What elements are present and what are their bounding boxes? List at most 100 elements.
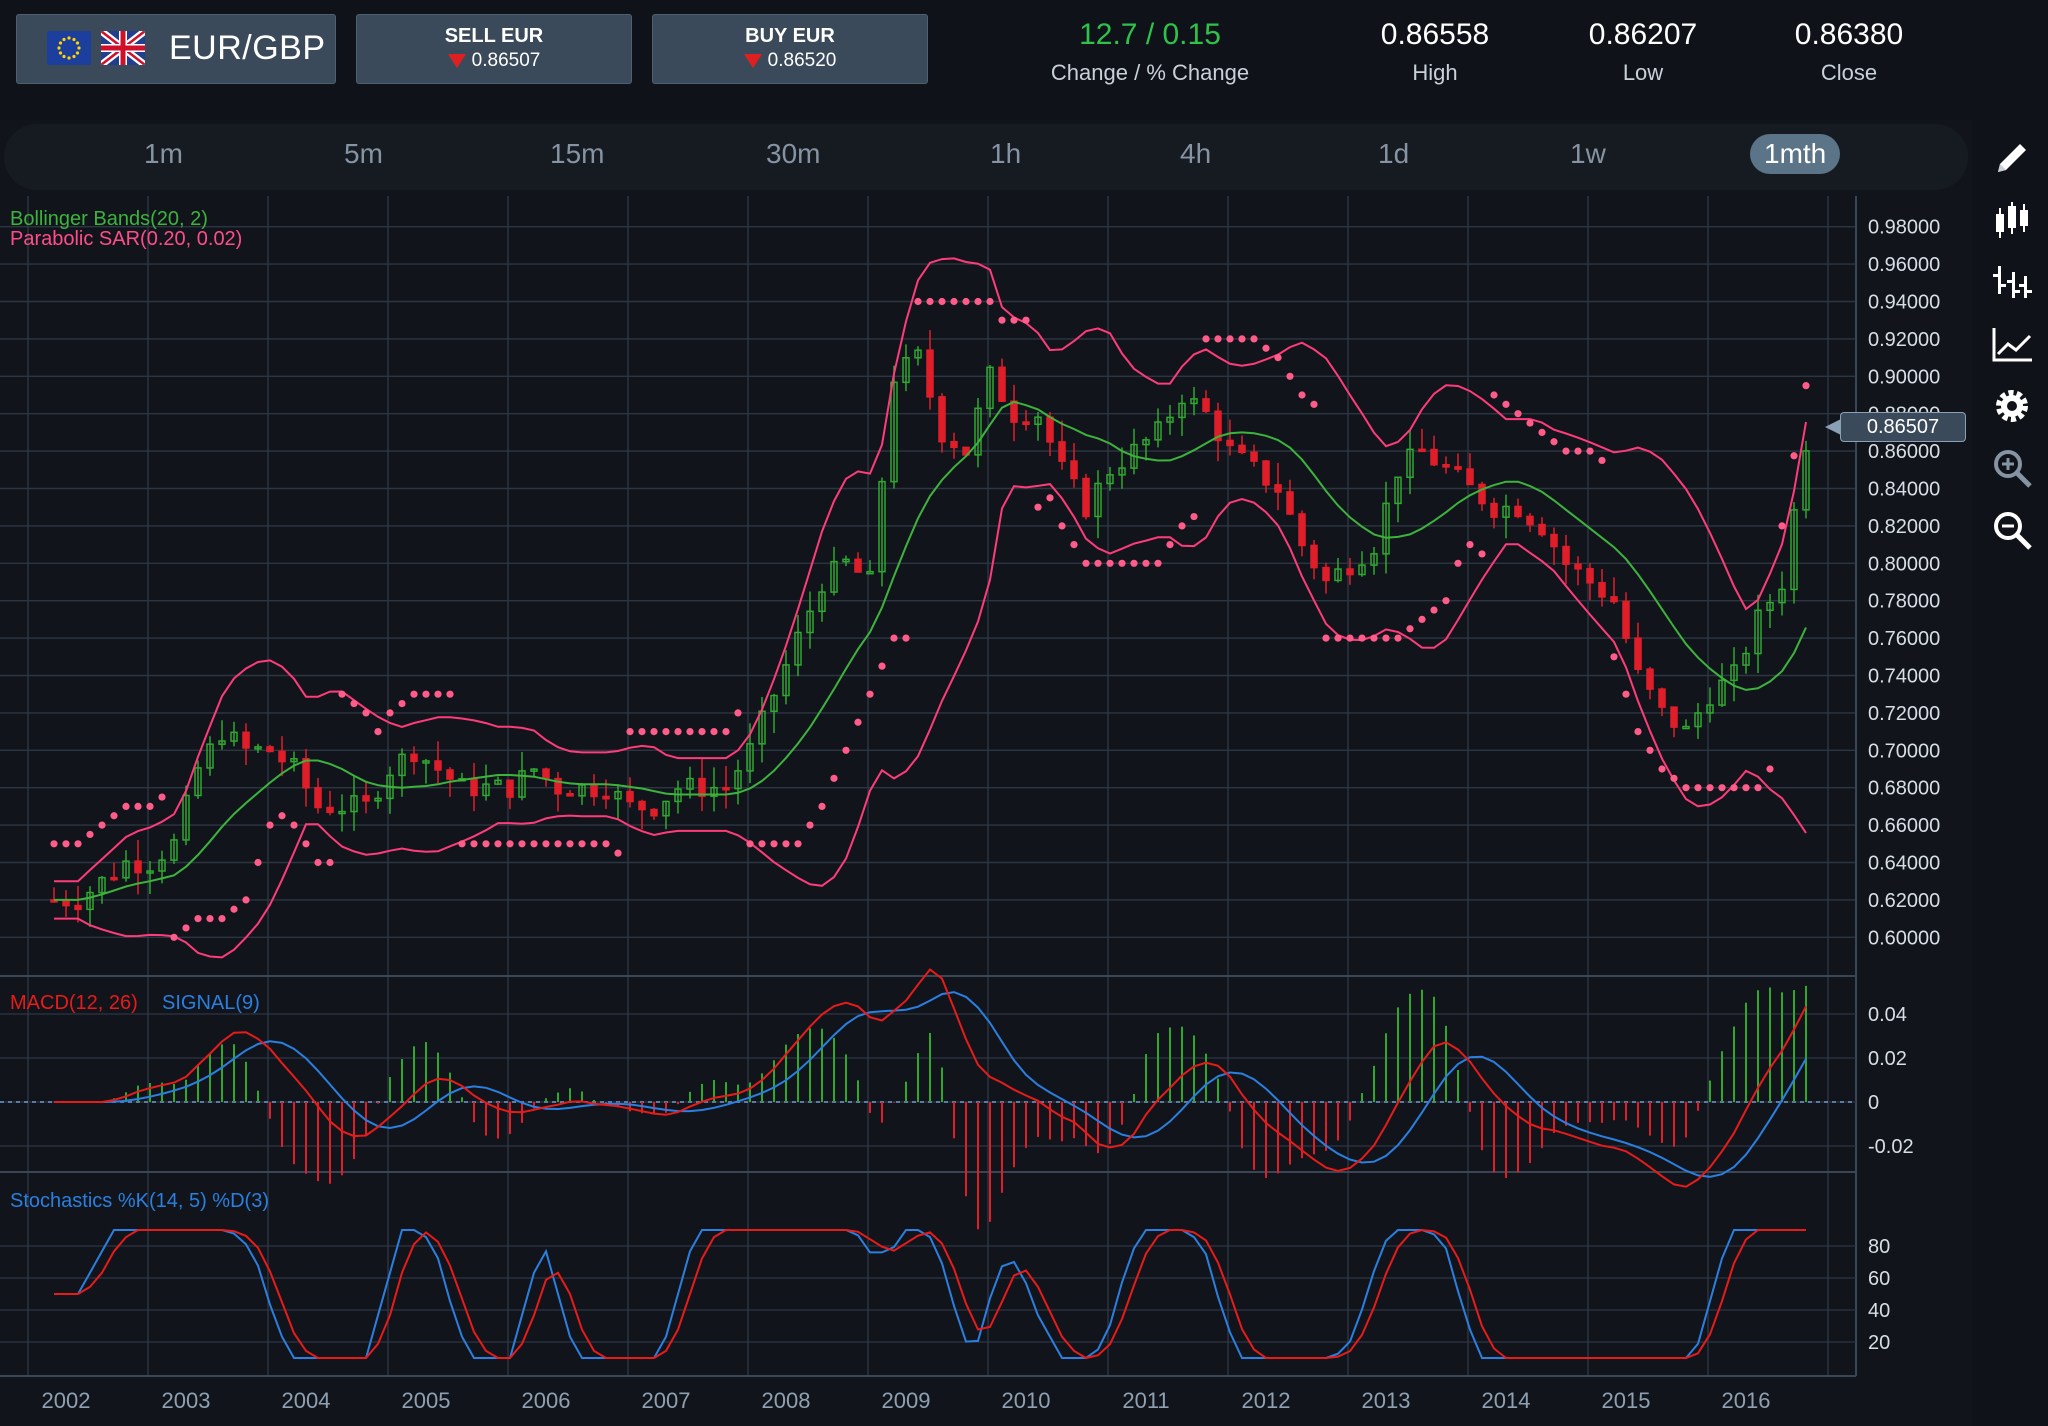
candle [770, 694, 778, 713]
candle [1358, 564, 1366, 576]
sar-dot [518, 840, 526, 848]
sar-dot [1562, 447, 1570, 455]
sar-dot [62, 840, 70, 848]
candle [110, 876, 118, 881]
candle [734, 770, 742, 790]
sar-dot [734, 709, 742, 717]
sar-dot [206, 915, 214, 923]
sar-dot [710, 728, 718, 736]
candle [1742, 652, 1750, 666]
candle [1082, 477, 1090, 518]
pencil-icon[interactable] [1990, 136, 2034, 180]
zoom-in-icon[interactable] [1990, 446, 2034, 490]
timeframe-1d[interactable]: 1d [1378, 138, 1410, 169]
gear-icon[interactable] [1990, 384, 2034, 428]
candle [62, 899, 70, 907]
timeframe-1mth[interactable]: 1mth [1750, 134, 1841, 174]
sar-dot [1154, 559, 1162, 567]
candle [710, 786, 718, 797]
sar-dot [374, 728, 382, 736]
sar-dot [1118, 559, 1126, 567]
year-axis-label: 2005 [402, 1388, 451, 1413]
year-axis-label: 2003 [162, 1388, 211, 1413]
sar-dot [1346, 634, 1354, 642]
candle [1214, 410, 1222, 442]
candle [158, 859, 166, 872]
buy-button[interactable]: BUY EUR 0.86520 [652, 14, 928, 84]
sar-dot [1166, 541, 1174, 549]
sar-dot [542, 840, 550, 848]
sell-price: 0.86507 [471, 50, 541, 71]
candle [974, 407, 982, 456]
candle [1298, 513, 1306, 547]
timeframe-4h[interactable]: 4h [1180, 138, 1212, 169]
candle [1118, 467, 1126, 476]
candle [1238, 444, 1246, 454]
sar-dot [878, 662, 886, 670]
sar-dot [422, 690, 430, 698]
price-axis-label: 0.74000 [1868, 666, 1940, 688]
price-axis-label: 0.84000 [1868, 479, 1940, 501]
sar-dot [638, 728, 646, 736]
price-axis-label: 0.94000 [1868, 292, 1940, 314]
sar-dot [1802, 382, 1810, 390]
zoom-out-icon[interactable] [1990, 508, 2034, 552]
candle [914, 349, 922, 359]
bar-chart-icon[interactable] [1990, 260, 2034, 304]
candle [350, 795, 358, 813]
candle [1718, 679, 1726, 706]
sar-dot [446, 690, 454, 698]
line-chart-icon[interactable] [1990, 322, 2034, 366]
sar-dot [1322, 634, 1330, 642]
timeframe-1m[interactable]: 1m [144, 138, 183, 169]
sar-dot [554, 840, 562, 848]
candle [1406, 448, 1414, 479]
price-chart[interactable]: 0.980000.960000.940000.920000.900000.880… [0, 196, 1968, 1426]
change-label: Change / % Change [1050, 60, 1250, 85]
timeframe-30m[interactable]: 30m [766, 138, 821, 169]
sar-dot [746, 840, 754, 848]
sar-dot [1298, 391, 1306, 399]
timeframe-1w[interactable]: 1w [1570, 138, 1606, 169]
candle [926, 349, 934, 398]
candle [1730, 664, 1738, 682]
candle [494, 779, 502, 785]
candle [278, 750, 286, 763]
sar-dot [494, 840, 502, 848]
candle [794, 631, 802, 666]
candle [1646, 668, 1654, 690]
candle [1574, 563, 1582, 570]
sar-dot [98, 821, 106, 829]
sar-dot [146, 802, 154, 811]
sell-button[interactable]: SELL EUR 0.86507 [356, 14, 632, 84]
timeframe-1h[interactable]: 1h [990, 138, 1022, 169]
sell-label: SELL EUR [444, 25, 544, 47]
low-value: 0.86207 [1588, 18, 1698, 51]
sar-dot [1310, 400, 1318, 408]
sar-dot [974, 297, 982, 306]
year-axis-label: 2014 [1482, 1388, 1531, 1413]
candle [1454, 466, 1462, 470]
sar-dot [1454, 559, 1462, 567]
price-axis-label: 0.80000 [1868, 553, 1940, 575]
high-value: 0.86558 [1380, 18, 1490, 51]
sar-dot [1202, 335, 1210, 343]
timeframe-5m[interactable]: 5m [344, 138, 383, 169]
candle [1202, 398, 1210, 412]
candle [722, 786, 730, 791]
sar-dot [962, 297, 970, 306]
down-arrow-icon [447, 53, 466, 68]
sar-dot [1622, 690, 1630, 698]
year-axis-label: 2007 [642, 1388, 691, 1413]
candle [1274, 484, 1282, 493]
candle [986, 366, 994, 410]
sar-dot [1406, 625, 1414, 633]
timeframe-15m[interactable]: 15m [550, 138, 605, 169]
sar-dot [1274, 354, 1282, 362]
sar-dot [614, 849, 622, 857]
sar-dot [1358, 634, 1366, 642]
sar-dot [1550, 438, 1558, 446]
currency-pair-selector[interactable]: EUR/GBP [16, 14, 336, 84]
candle [818, 591, 826, 613]
candlestick-icon[interactable] [1990, 198, 2034, 242]
